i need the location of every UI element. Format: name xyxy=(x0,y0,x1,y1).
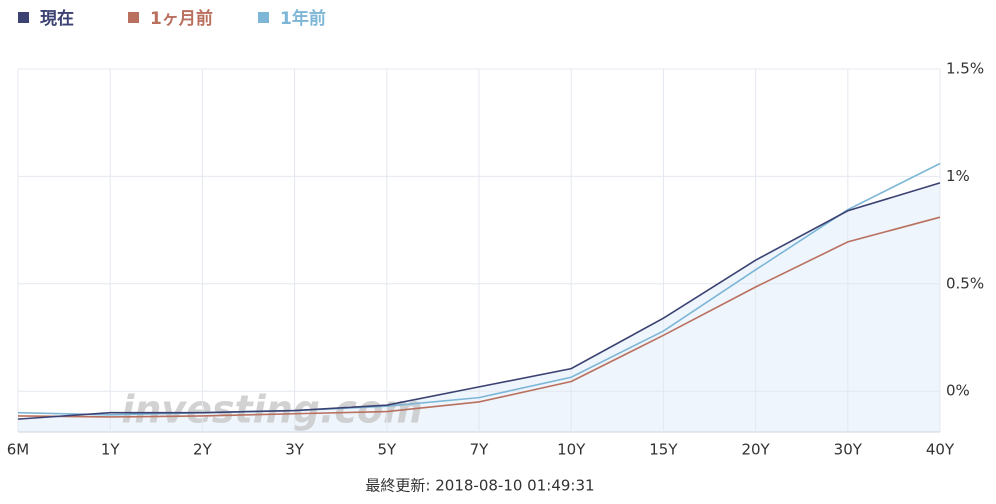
x-tick-label: 20Y xyxy=(741,441,770,459)
x-tick-label: 5Y xyxy=(377,441,397,459)
area-fill xyxy=(18,182,940,432)
legend-marker xyxy=(258,12,269,23)
watermark: investing.com xyxy=(121,388,422,432)
legend-marker xyxy=(18,12,29,23)
footer: 最終更新: 2018-08-10 01:49:31 xyxy=(365,477,594,495)
legend-label: 現在 xyxy=(40,8,74,29)
x-tick-label: 10Y xyxy=(557,441,586,459)
x-tick-label: 6M xyxy=(7,441,30,459)
legend-marker xyxy=(128,12,139,23)
y-tick-label: 0% xyxy=(946,382,970,400)
x-tick-label: 30Y xyxy=(834,441,863,459)
legend-label: 1ヶ月前 xyxy=(150,8,213,29)
x-tick-label: 7Y xyxy=(470,441,490,459)
x-tick-label: 15Y xyxy=(649,441,678,459)
series-line xyxy=(17,216,941,418)
series-line xyxy=(17,182,941,420)
y-tick-label: 0.5% xyxy=(946,274,984,292)
y-tick-label: 1.5% xyxy=(946,60,984,78)
x-tick-label: 1Y xyxy=(101,441,121,459)
x-tick-label: 2Y xyxy=(193,441,213,459)
legend-label: 1年前 xyxy=(280,8,326,29)
x-tick-label: 40Y xyxy=(926,441,955,459)
x-tick-label: 3Y xyxy=(285,441,305,459)
y-tick-label: 1% xyxy=(946,167,970,185)
